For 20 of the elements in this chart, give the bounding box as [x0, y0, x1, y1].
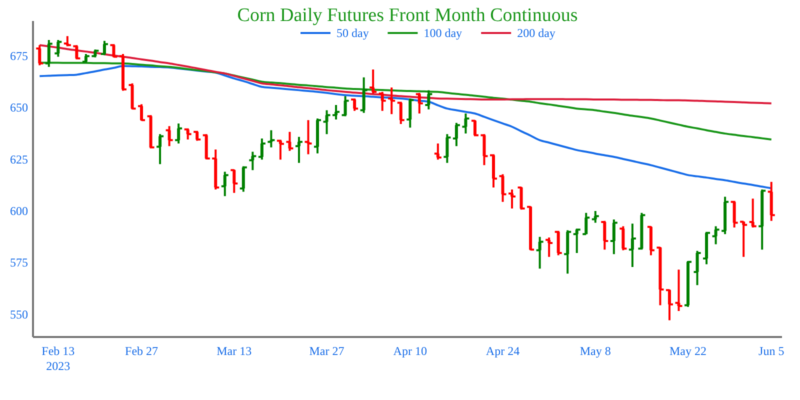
x-tick-label: Mar 27 — [309, 344, 344, 358]
y-tick-label: 575 — [10, 256, 28, 270]
x-tick-label: Apr 10 — [393, 344, 427, 358]
x-tick-label: May 22 — [670, 344, 707, 358]
y-tick-label: 625 — [10, 152, 28, 166]
y-tick-label: 675 — [10, 49, 28, 64]
x-tick-label: Apr 24 — [486, 344, 520, 358]
legend-label: 200 day — [517, 26, 556, 40]
legend-label: 100 day — [424, 26, 462, 40]
line-series — [38, 65, 772, 190]
chart-title: Corn Daily Futures Front Month Continuous — [237, 5, 578, 26]
y-tick-label: 550 — [10, 307, 28, 322]
x-tick-label: May 8 — [580, 344, 611, 358]
x-tick-label: Jun 5 — [758, 344, 784, 358]
y-tick-label: 600 — [10, 204, 28, 218]
x-tick-label: Feb 27 — [125, 344, 158, 358]
x-tick-label: Mar 13 — [216, 344, 252, 358]
y-tick-label: 650 — [10, 100, 28, 115]
legend-label: 50 day — [336, 26, 369, 40]
x-tick-label: Feb 13 2023 — [42, 344, 75, 373]
